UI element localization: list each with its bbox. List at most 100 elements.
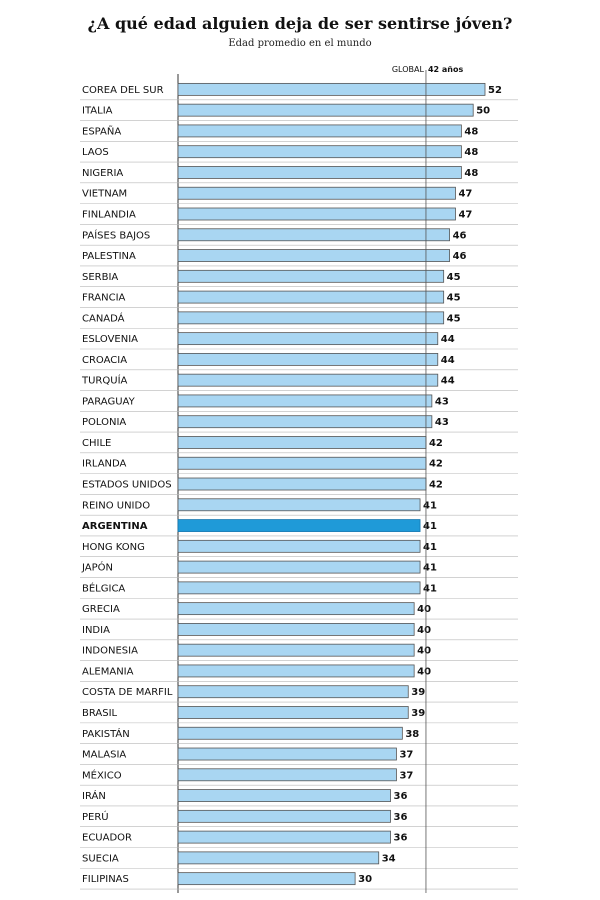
bar <box>177 124 462 138</box>
value-label: 48 <box>464 126 478 137</box>
category-label: PERÚ <box>82 810 109 823</box>
bar <box>177 519 421 532</box>
category-label: REINO UNIDO <box>82 500 150 511</box>
category-label: INDONESIA <box>82 646 138 657</box>
category-label: SERBIA <box>82 272 118 283</box>
category-label: PARAGUAY <box>82 396 136 407</box>
value-label: 40 <box>417 625 431 636</box>
global-reference-label: GLOBAL <box>392 65 425 74</box>
category-label: LAOS <box>82 147 109 158</box>
category-label: POLONIA <box>82 417 126 428</box>
value-label: 46 <box>453 230 467 241</box>
value-label: 48 <box>464 168 478 179</box>
category-label: FINLANDIA <box>82 210 136 221</box>
category-label: PAÍSES BAJOS <box>82 228 150 241</box>
value-label: 37 <box>399 770 413 781</box>
category-label: COSTA DE MARFIL <box>82 687 173 698</box>
value-label: 34 <box>382 853 396 864</box>
category-label: CANADÁ <box>82 311 125 324</box>
value-label: 42 <box>429 438 443 449</box>
category-label: ESTADOS UNIDOS <box>82 480 172 491</box>
value-label: 39 <box>411 708 425 719</box>
category-label: FILIPINAS <box>82 874 129 885</box>
value-label: 50 <box>476 106 490 117</box>
category-label: CHILE <box>82 438 111 449</box>
category-label: INDIA <box>82 625 110 636</box>
bar <box>177 830 391 844</box>
value-label: 44 <box>441 334 455 345</box>
category-label: BÉLGICA <box>82 581 125 594</box>
value-label: 36 <box>394 833 408 844</box>
bar <box>177 166 462 179</box>
category-label: IRÁN <box>82 789 106 802</box>
bar <box>177 872 356 886</box>
bar <box>177 249 450 262</box>
category-label: BRASIL <box>82 708 118 719</box>
value-label: 44 <box>441 376 455 387</box>
category-label: TURQUÍA <box>81 374 128 387</box>
bar <box>177 311 445 325</box>
value-label: 42 <box>429 459 443 470</box>
bar <box>177 851 380 865</box>
category-label: ECUADOR <box>82 833 132 844</box>
value-label: 45 <box>447 293 461 304</box>
value-label: 38 <box>405 729 419 740</box>
bar <box>177 643 415 657</box>
category-label: PALESTINA <box>82 251 136 262</box>
value-label: 41 <box>423 500 437 511</box>
bar <box>177 103 474 117</box>
category-label: FRANCIA <box>82 293 126 304</box>
chart-title: ¿A qué edad alguien deja de ser sentirse… <box>87 14 513 33</box>
category-label: ITALIA <box>82 106 113 117</box>
category-label: NIGERIA <box>82 168 123 179</box>
value-label: 40 <box>417 666 431 677</box>
bar <box>177 228 450 242</box>
bar <box>177 207 456 221</box>
value-label: 47 <box>458 189 472 200</box>
value-label: 41 <box>423 583 437 594</box>
value-label: 41 <box>423 521 437 532</box>
value-label: 44 <box>441 355 455 366</box>
bar <box>177 809 391 823</box>
category-label: ESPAÑA <box>82 124 121 137</box>
category-label: SUECIA <box>82 853 119 864</box>
bar <box>177 456 427 470</box>
value-label: 47 <box>458 210 472 221</box>
value-label: 41 <box>423 542 437 553</box>
value-label: 48 <box>464 147 478 158</box>
value-label: 45 <box>447 272 461 283</box>
category-label: ESLOVENIA <box>82 334 138 345</box>
category-label: GRECIA <box>82 604 120 615</box>
value-label: 42 <box>429 480 443 491</box>
value-label: 40 <box>417 646 431 657</box>
category-label: ALEMANIA <box>82 666 134 677</box>
bar <box>177 186 456 200</box>
value-label: 30 <box>358 874 372 885</box>
bar <box>177 685 409 699</box>
bar <box>177 623 415 636</box>
value-label: 41 <box>423 563 437 574</box>
bar <box>177 789 391 802</box>
category-label: MALASIA <box>82 750 126 761</box>
bar <box>177 539 421 553</box>
bar <box>177 602 415 616</box>
bar <box>177 269 445 283</box>
category-label: COREA DEL SUR <box>82 85 164 96</box>
bar <box>177 706 409 719</box>
bar <box>177 726 403 740</box>
value-label: 36 <box>394 812 408 823</box>
category-label: PAKISTÁN <box>82 727 130 740</box>
bar <box>177 498 421 512</box>
value-label: 39 <box>411 687 425 698</box>
bar <box>177 145 462 159</box>
bar <box>177 290 445 304</box>
category-label: MÉXICO <box>82 768 122 781</box>
category-label: HONG KONG <box>82 542 145 553</box>
value-label: 36 <box>394 791 408 802</box>
value-label: 45 <box>447 313 461 324</box>
value-label: 43 <box>435 396 449 407</box>
bar <box>177 581 421 595</box>
global-reference-value: 42 años <box>428 65 464 74</box>
bar <box>177 768 397 782</box>
